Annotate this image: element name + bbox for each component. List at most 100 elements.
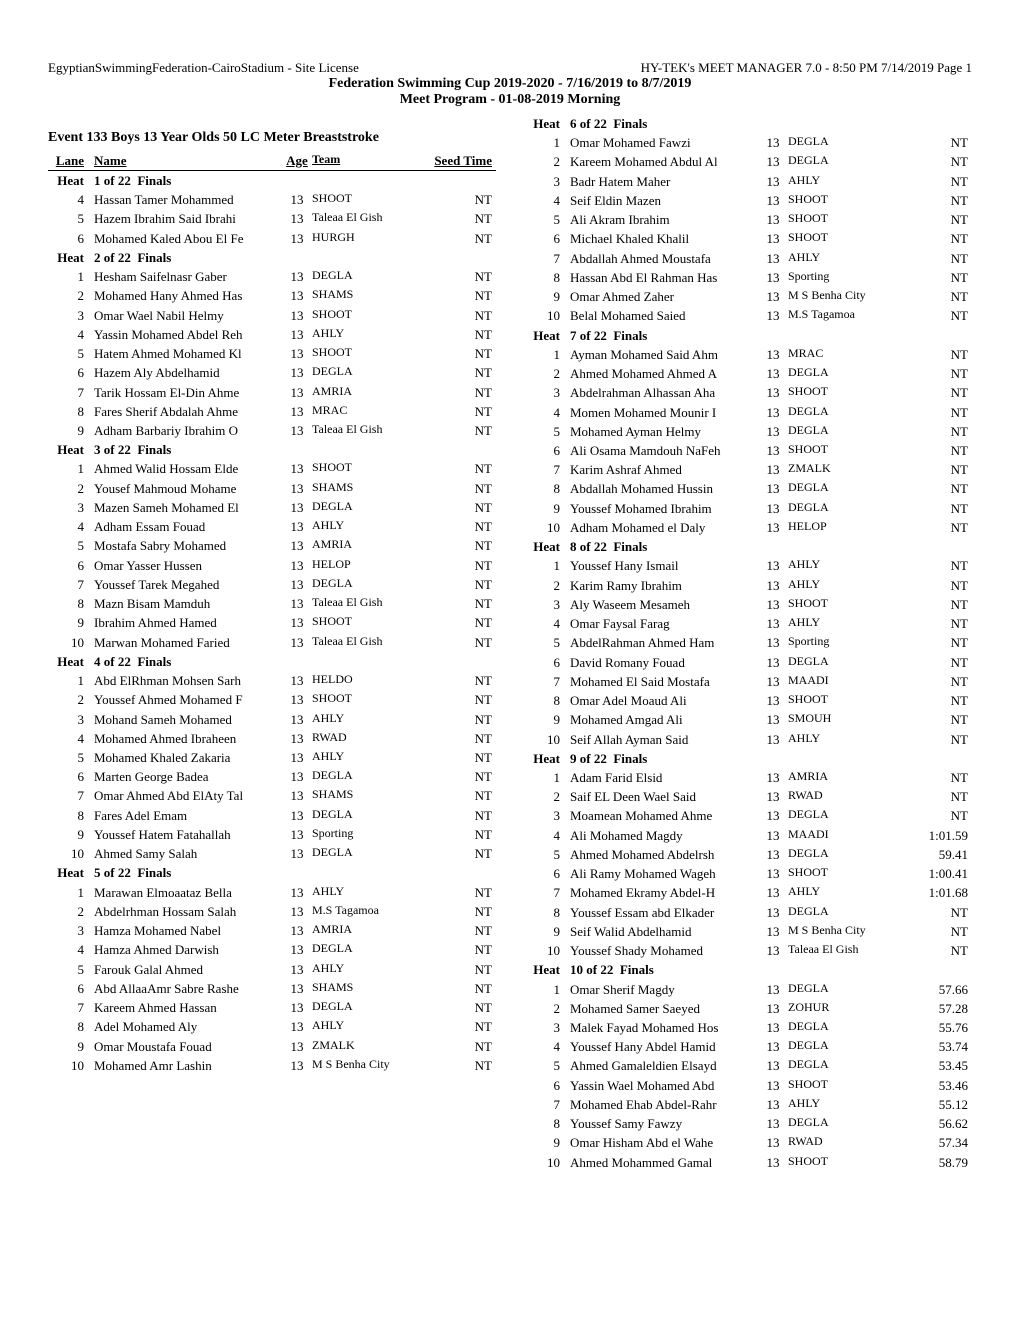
table-row: 4Hamza Ahmed Darwish13DEGLANT <box>48 940 496 959</box>
cell-age: 13 <box>758 903 788 922</box>
cell-name: Ahmed Mohamed Ahmed A <box>570 364 758 383</box>
cell-team: DEGLA <box>788 903 898 922</box>
cell-lane: 7 <box>48 383 94 402</box>
table-row: 4Omar Faysal Farag13AHLYNT <box>524 614 972 633</box>
cell-team: M.S Tagamoa <box>788 306 898 325</box>
table-row: 1Adam Farid Elsid13AMRIANT <box>524 768 972 787</box>
cell-team: SHOOT <box>788 441 898 460</box>
cell-age: 13 <box>758 672 788 691</box>
cell-lane: 2 <box>524 152 570 171</box>
table-row: 5AbdelRahman Ahmed Ham13SportingNT <box>524 633 972 652</box>
table-row: 4Seif Eldin Mazen13SHOOTNT <box>524 191 972 210</box>
heat-label: 6 of 22 Finals <box>570 114 647 133</box>
cell-name: Seif Allah Ayman Said <box>570 730 758 749</box>
cell-age: 13 <box>758 287 788 306</box>
table-row: 4Youssef Hany Abdel Hamid13DEGLA53.74 <box>524 1037 972 1056</box>
cell-age: 13 <box>282 633 312 652</box>
cell-name: Hamza Mohamed Nabel <box>94 921 282 940</box>
cell-team: SHAMS <box>312 479 422 498</box>
cell-age: 13 <box>758 1153 788 1172</box>
cell-team: DEGLA <box>788 980 898 999</box>
cell-name: Mohamed Ekramy Abdel-H <box>570 883 758 902</box>
cell-seed: NT <box>898 306 968 325</box>
cell-age: 13 <box>758 249 788 268</box>
cell-seed: NT <box>898 922 968 941</box>
cell-name: Mohamed Ehab Abdel-Rahr <box>570 1095 758 1114</box>
cell-name: Abd AllaaAmr Sabre Rashe <box>94 979 282 998</box>
cell-team: RWAD <box>788 1133 898 1152</box>
right-body: Heat6 of 22 Finals1Omar Mohamed Fawzi13D… <box>524 114 972 1172</box>
cell-name: Ahmed Mohammed Gamal <box>570 1153 758 1172</box>
cell-seed: NT <box>422 498 492 517</box>
cell-lane: 10 <box>524 730 570 749</box>
cell-name: Mostafa Sabry Mohamed <box>94 536 282 555</box>
cell-lane: 7 <box>524 249 570 268</box>
cell-seed: NT <box>422 594 492 613</box>
table-row: 7Mohamed El Said Mostafa13MAADINT <box>524 672 972 691</box>
table-row: 6Ali Ramy Mohamed Wageh13SHOOT1:00.41 <box>524 864 972 883</box>
cell-seed: NT <box>422 786 492 805</box>
cell-lane: 2 <box>524 787 570 806</box>
cell-age: 13 <box>758 518 788 537</box>
cell-age: 13 <box>758 403 788 422</box>
cell-name: Hassan Tamer Mohammed <box>94 190 282 209</box>
cell-lane: 3 <box>524 595 570 614</box>
cell-name: Mazen Sameh Mohamed El <box>94 498 282 517</box>
cell-seed: 55.12 <box>898 1095 968 1114</box>
cell-age: 13 <box>758 364 788 383</box>
cell-team: DEGLA <box>312 498 422 517</box>
cell-name: Youssef Mohamed Ibrahim <box>570 499 758 518</box>
cell-lane: 10 <box>524 941 570 960</box>
cell-name: Abdelrahman Alhassan Aha <box>570 383 758 402</box>
cell-lane: 10 <box>48 1056 94 1075</box>
cell-team: DEGLA <box>312 363 422 382</box>
cell-name: Youssef Essam abd Elkader <box>570 903 758 922</box>
cell-seed: 57.28 <box>898 999 968 1018</box>
cell-name: Seif Eldin Mazen <box>570 191 758 210</box>
table-row: 1Ayman Mohamed Said Ahm13MRACNT <box>524 345 972 364</box>
cell-lane: 5 <box>48 748 94 767</box>
table-row: 3Abdelrahman Alhassan Aha13SHOOTNT <box>524 383 972 402</box>
cell-team: DEGLA <box>788 1114 898 1133</box>
cell-team: DEGLA <box>312 998 422 1017</box>
cell-team: SMOUH <box>788 710 898 729</box>
cell-age: 13 <box>282 190 312 209</box>
cell-team: DEGLA <box>788 152 898 171</box>
heat-prefix: Heat <box>48 248 94 267</box>
heat-label: 2 of 22 Finals <box>94 248 171 267</box>
cell-lane: 2 <box>48 690 94 709</box>
cell-name: David Romany Fouad <box>570 653 758 672</box>
cell-age: 13 <box>282 498 312 517</box>
cell-age: 13 <box>282 286 312 305</box>
cell-team: RWAD <box>312 729 422 748</box>
cell-name: Omar Sherif Magdy <box>570 980 758 999</box>
cell-age: 13 <box>758 999 788 1018</box>
cell-seed: NT <box>422 421 492 440</box>
cell-team: M S Benha City <box>788 287 898 306</box>
cell-team: DEGLA <box>788 133 898 152</box>
cell-lane: 1 <box>524 345 570 364</box>
cell-name: Omar Ahmed Abd ElAty Tal <box>94 786 282 805</box>
cell-team: DEGLA <box>788 499 898 518</box>
table-row: 4Adham Essam Fouad13AHLYNT <box>48 517 496 536</box>
cell-name: Adham Essam Fouad <box>94 517 282 536</box>
cell-lane: 6 <box>48 979 94 998</box>
cell-name: Saif EL Deen Wael Said <box>570 787 758 806</box>
cell-name: Karim Ashraf Ahmed <box>570 460 758 479</box>
cell-lane: 5 <box>524 1056 570 1075</box>
cell-age: 13 <box>282 402 312 421</box>
cell-age: 13 <box>282 729 312 748</box>
cell-team: SHOOT <box>312 459 422 478</box>
cell-team: DEGLA <box>788 653 898 672</box>
cell-lane: 1 <box>524 980 570 999</box>
heat-prefix: Heat <box>48 652 94 671</box>
cell-seed: NT <box>898 460 968 479</box>
cell-lane: 4 <box>524 191 570 210</box>
cell-name: Omar Faysal Farag <box>570 614 758 633</box>
cell-name: Omar Moustafa Fouad <box>94 1037 282 1056</box>
cell-age: 13 <box>758 210 788 229</box>
cell-lane: 10 <box>524 306 570 325</box>
cell-name: Mohamed Ahmed Ibraheen <box>94 729 282 748</box>
heat-label: 10 of 22 Finals <box>570 960 654 979</box>
cell-lane: 3 <box>524 1018 570 1037</box>
